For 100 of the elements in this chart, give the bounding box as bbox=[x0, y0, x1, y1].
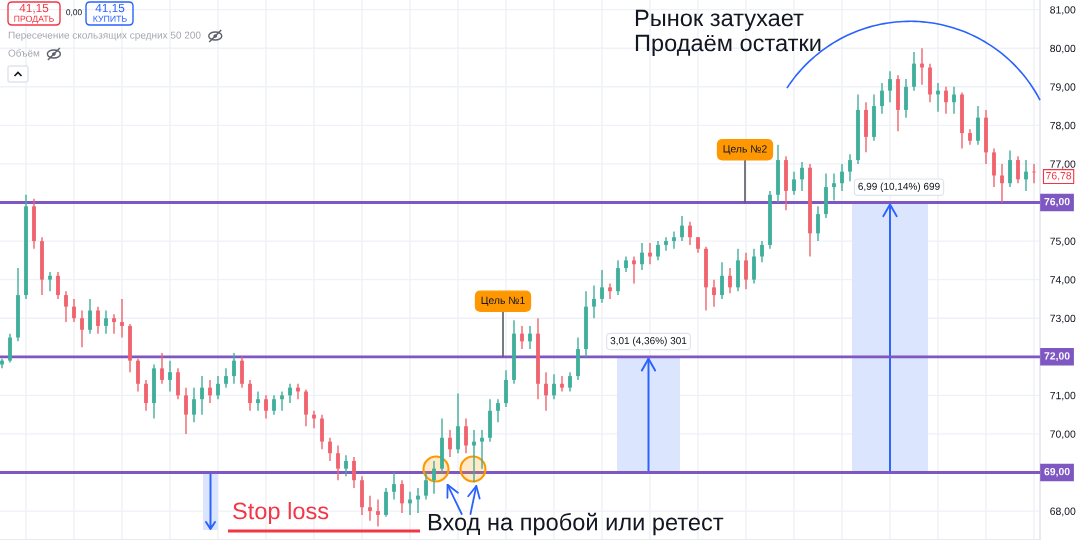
text: 76,78 bbox=[1046, 172, 1072, 181]
candlestick bbox=[760, 240, 764, 263]
candlestick bbox=[168, 359, 172, 393]
candlestick bbox=[224, 367, 228, 389]
candlestick bbox=[752, 248, 756, 285]
y-tick-label: 74,00 bbox=[1050, 276, 1076, 285]
candlestick bbox=[648, 242, 652, 265]
annotation: Рынок затухает bbox=[635, 9, 804, 31]
candlestick bbox=[904, 78, 908, 119]
y-tick-label: 68,00 bbox=[1050, 507, 1076, 517]
candlestick bbox=[200, 375, 204, 416]
candlestick bbox=[640, 242, 644, 271]
candlestick bbox=[280, 390, 284, 412]
candlestick bbox=[312, 410, 316, 429]
candlestick bbox=[216, 375, 220, 400]
candlestick bbox=[264, 394, 268, 420]
annotation: Объём bbox=[8, 49, 40, 57]
candlestick bbox=[336, 444, 340, 481]
candlestick bbox=[600, 269, 604, 304]
band-label: 6,99 (10,14%) 699 bbox=[858, 182, 940, 192]
candlestick bbox=[560, 375, 564, 393]
candlestick bbox=[64, 290, 68, 323]
candlestick bbox=[664, 236, 668, 252]
candlestick bbox=[184, 386, 188, 435]
ref-line-label: 72,00 bbox=[1044, 352, 1070, 362]
candlestick bbox=[712, 278, 716, 308]
candlestick bbox=[416, 487, 420, 514]
candlestick bbox=[176, 367, 180, 400]
annotation: 41,15 bbox=[95, 3, 125, 14]
y-tick-label: 79,00 bbox=[1050, 83, 1076, 92]
candlestick bbox=[912, 51, 916, 92]
candlestick bbox=[608, 282, 612, 300]
candlestick bbox=[192, 386, 196, 424]
candlestick bbox=[256, 390, 260, 412]
y-tick-label: 77,00 bbox=[1050, 160, 1076, 170]
candlestick bbox=[1000, 163, 1004, 204]
candlestick bbox=[632, 255, 636, 285]
ref-line-label: 69,00 bbox=[1044, 467, 1070, 477]
candlestick bbox=[384, 487, 388, 518]
candlestick bbox=[48, 271, 52, 292]
candlestick bbox=[160, 352, 164, 385]
candlestick bbox=[840, 163, 844, 192]
candlestick bbox=[848, 153, 852, 182]
candlestick bbox=[96, 305, 100, 335]
y-tick-label: 78,00 bbox=[1050, 121, 1076, 131]
candlestick bbox=[656, 240, 660, 262]
y-tick-label: 80,00 bbox=[1050, 44, 1076, 54]
candlestick bbox=[208, 379, 212, 404]
candlestick bbox=[392, 471, 396, 501]
candlestick bbox=[136, 358, 140, 393]
candlestick bbox=[344, 454, 348, 478]
candlestick bbox=[472, 429, 476, 483]
candlestick bbox=[744, 251, 748, 290]
candlestick bbox=[568, 371, 572, 393]
candlestick bbox=[352, 456, 356, 489]
candlestick bbox=[72, 298, 76, 323]
candlestick bbox=[616, 259, 620, 296]
candlestick bbox=[816, 205, 820, 242]
candlestick bbox=[272, 394, 276, 416]
candlestick bbox=[544, 371, 548, 412]
candlestick bbox=[424, 471, 428, 501]
candlestick bbox=[296, 383, 300, 400]
annotation: Цель №1 bbox=[481, 296, 525, 306]
candlestick bbox=[496, 398, 500, 424]
annotation: Пересечение скользящих средних 50 200 bbox=[8, 31, 201, 41]
candlestick bbox=[1016, 155, 1020, 184]
candlestick bbox=[240, 356, 244, 389]
candlestick bbox=[8, 332, 12, 364]
candlestick bbox=[992, 147, 996, 188]
candlestick bbox=[504, 369, 508, 408]
candlestick bbox=[520, 325, 524, 350]
candlestick bbox=[432, 460, 436, 495]
candlestick bbox=[728, 267, 732, 294]
candlestick bbox=[1024, 159, 1028, 192]
candlestick bbox=[952, 86, 956, 115]
candlestick bbox=[688, 221, 692, 246]
candlestick bbox=[328, 437, 332, 462]
annotation: 0,00 bbox=[66, 9, 82, 17]
candlestick bbox=[888, 70, 892, 103]
candlestick bbox=[1008, 149, 1012, 188]
candlestick bbox=[592, 284, 596, 319]
candlestick bbox=[56, 271, 60, 300]
candlestick bbox=[456, 392, 460, 454]
y-tick-label: 75,00 bbox=[1050, 237, 1076, 247]
candlestick bbox=[104, 309, 108, 335]
candlestick bbox=[920, 47, 924, 86]
annotation: 41,15 bbox=[19, 3, 49, 14]
y-tick-label: 70,00 bbox=[1050, 430, 1076, 440]
y-tick-label: 71,00 bbox=[1050, 391, 1076, 401]
candlestick bbox=[320, 413, 324, 451]
candlestick bbox=[448, 429, 452, 458]
candlestick bbox=[368, 494, 372, 522]
y-tick-label: 73,00 bbox=[1050, 314, 1076, 324]
candlestick bbox=[112, 313, 116, 335]
candlestick bbox=[720, 261, 724, 300]
candlestick bbox=[672, 230, 676, 250]
candlestick bbox=[400, 479, 404, 514]
candlestick bbox=[88, 298, 92, 335]
band-label: 3,01 (4,36%) 301 bbox=[610, 336, 687, 347]
candlestick bbox=[248, 379, 252, 412]
